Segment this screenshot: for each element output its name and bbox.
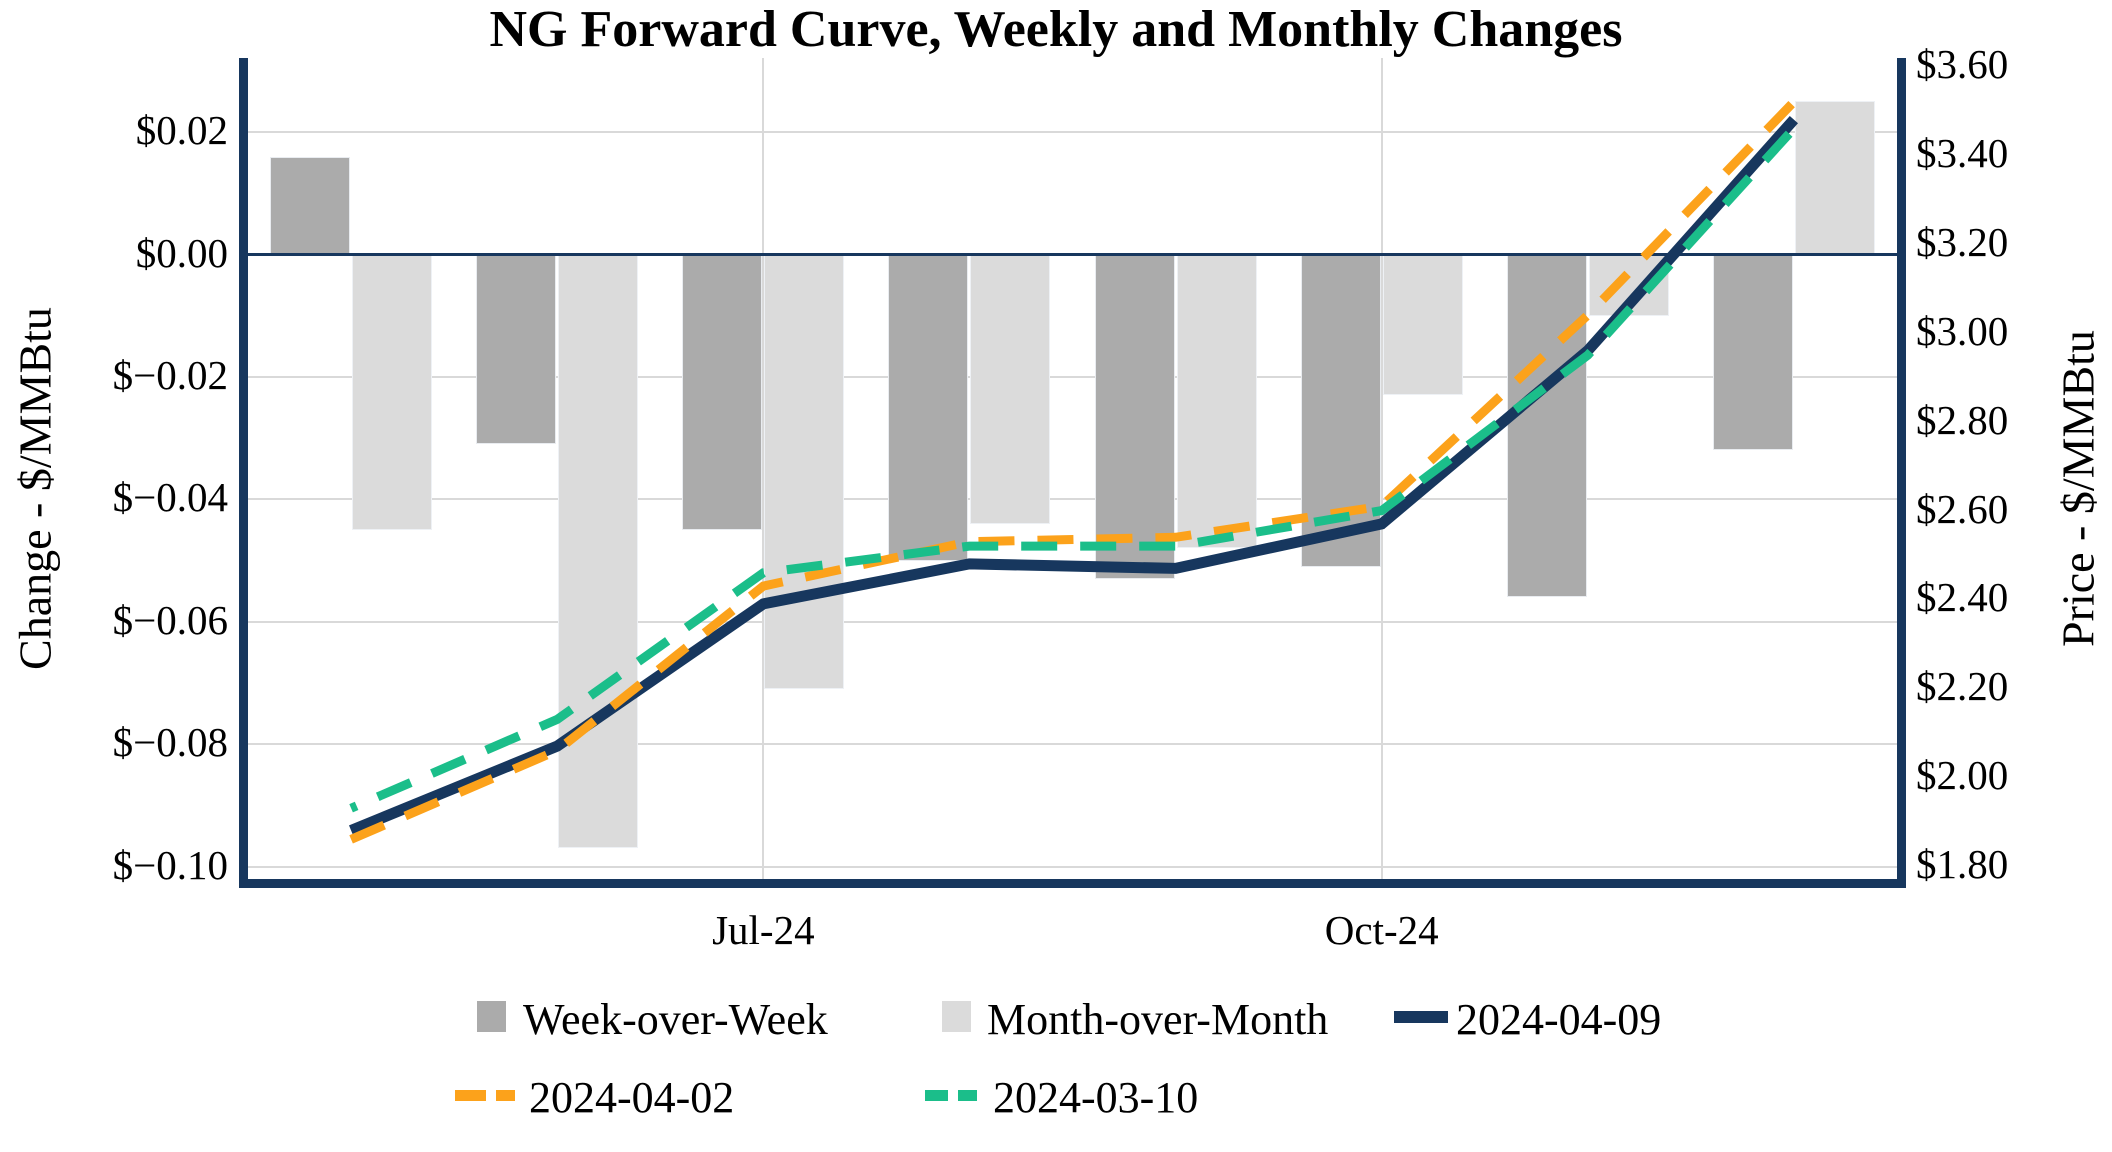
legend-label-2024-04-09: 2024-04-09 [1456,995,1662,1044]
left-axis-tick-label: $−0.06 [112,596,228,643]
legend-label-week-over-week: Week-over-Week [523,995,828,1044]
legend-marker-month-over-month [942,1001,971,1032]
right-axis-tick-label: $3.40 [1916,130,2009,177]
h-gridline [248,498,1897,501]
bar-mom-2 [558,254,639,849]
v-gridline [1380,58,1383,879]
plot-frame-right [1897,58,1906,888]
bar-mom-1 [352,254,433,531]
right-axis-tick-label: $1.80 [1916,841,2009,888]
bar-mom-3 [764,254,845,690]
legend-label-2024-03-10: 2024-03-10 [993,1073,1199,1122]
h-gridline [248,743,1897,746]
legend-label-month-over-month: Month-over-Month [987,995,1329,1044]
bar-mom-5 [1176,254,1257,549]
line-2024-04-09 [349,115,1799,836]
bar-wow-1 [270,156,351,255]
right-axis-tick-label: $2.00 [1916,752,2009,799]
right-axis-tick-label: $3.20 [1916,218,2009,265]
legend-marker-2024-03-10 [925,1090,977,1101]
h-gridline [248,865,1897,868]
left-axis-tick-label: $0.02 [135,107,228,154]
left-axis-tick-label: $0.00 [135,229,228,276]
right-axis-tick-label: $2.60 [1916,485,2009,532]
h-gridline [248,131,1897,134]
h-gridline [248,620,1897,623]
right-axis-tick-label: $2.80 [1916,396,2009,443]
legend-label-2024-04-02: 2024-04-02 [529,1073,735,1122]
h-gridline [248,375,1897,378]
left-axis-tick-label: $−0.04 [112,474,228,521]
bar-mom-6 [1382,254,1463,396]
left-axis-tick-label: $−0.10 [112,841,228,888]
bar-mom-8 [1794,101,1875,255]
bar-wow-5 [1094,254,1175,579]
line-series-layer [349,98,1799,844]
left-axis-tick-label: $−0.08 [112,719,228,766]
plot-frame-bottom [239,879,1906,888]
x-axis-tick-label: Oct-24 [1324,907,1439,953]
legend-marker-2024-04-09 [1394,1011,1448,1023]
right-axis-tick-label: $2.40 [1916,574,2009,621]
bar-wow-8 [1712,254,1793,451]
v-gridline [762,58,765,879]
bar-wow-3 [682,254,763,531]
right-axis-tick-label: $2.20 [1916,663,2009,710]
zero-line [248,253,1897,257]
left-axis-tick-label: $−0.02 [112,351,228,398]
left-axis-title: Change - $/MMBtu [9,307,61,670]
plot-area [239,58,1906,888]
bar-wow-4 [888,254,969,561]
legend-marker-2024-04-02 [455,1090,515,1101]
legend-marker-week-over-week [477,1001,506,1032]
right-axis-title: Price - $/MMBtu [2052,330,2104,647]
x-axis-tick-label: Jul-24 [712,907,815,953]
line-2024-04-02 [349,98,1798,844]
bar-mom-4 [970,254,1051,524]
chart-title: NG Forward Curve, Weekly and Monthly Cha… [489,1,1623,58]
bar-wow-7 [1506,254,1587,598]
line-2024-03-10 [349,125,1798,813]
plot-frame-left [239,58,248,888]
right-axis-tick-label: $3.00 [1916,307,2009,354]
right-axis-tick-label: $3.60 [1916,41,2009,88]
